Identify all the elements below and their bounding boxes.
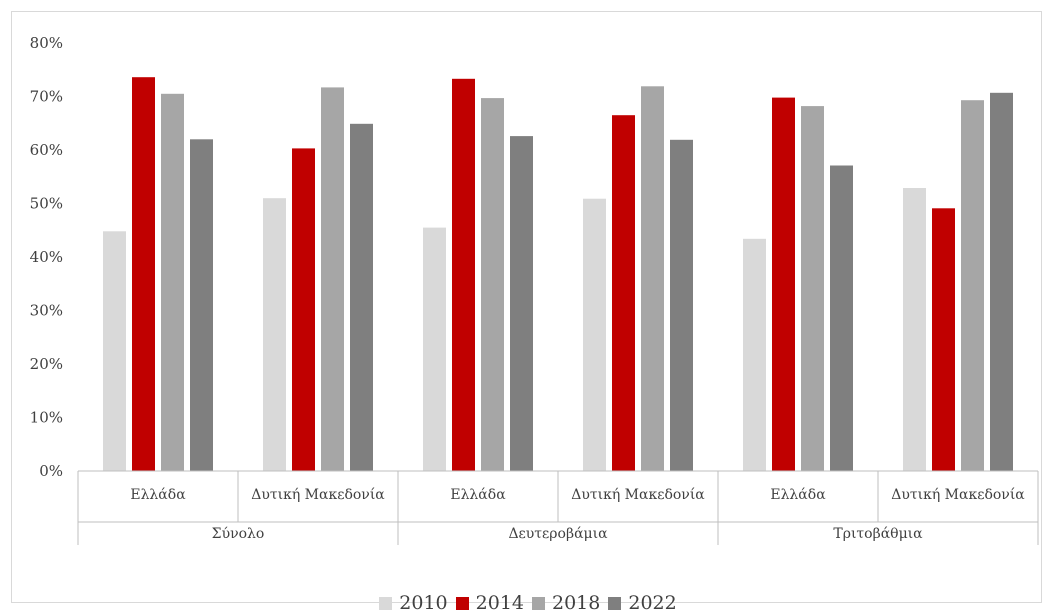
legend-item-2014: 2014	[455, 592, 524, 614]
legend-label: 2018	[552, 592, 601, 614]
bar-2014	[292, 148, 315, 471]
y-axis: 0% 10% 20% 30% 40% 50% 60% 70% 80%	[30, 34, 63, 480]
x-category-label: Ελλάδα	[450, 487, 506, 503]
x-category-label: Δυτική Μακεδονία	[571, 486, 705, 503]
bar-2022	[830, 165, 853, 471]
bar-2018	[161, 93, 184, 472]
bar-2022	[510, 136, 533, 471]
bar-2014	[452, 78, 475, 472]
bar-chart: 0% 10% 20% 30% 40% 50% 60% 70% 80% Ελλάδα Δυτική …	[30, 34, 1039, 545]
y-tick-label: 30%	[30, 302, 63, 320]
bar-2022	[190, 139, 213, 472]
y-tick-label: 20%	[30, 355, 63, 373]
legend: 2010 2014 2018 2022	[0, 591, 1056, 615]
bar-2018	[801, 106, 824, 471]
x-category-label: Ελλάδα	[770, 487, 826, 503]
bar-2018	[321, 87, 344, 472]
bar-2014	[612, 115, 635, 471]
bar-2014	[132, 77, 155, 471]
y-tick-label: 60%	[30, 141, 63, 159]
bar-2022	[350, 123, 373, 472]
y-tick-label: 0%	[39, 462, 63, 480]
bar-2010	[903, 188, 926, 471]
bar-2010	[583, 198, 606, 471]
bar-2022	[670, 139, 693, 472]
legend-item-2010: 2010	[379, 592, 448, 614]
bar-2014	[932, 208, 955, 472]
y-tick-label: 80%	[30, 34, 63, 52]
bar-2010	[743, 238, 766, 471]
legend-swatch	[455, 596, 469, 610]
bars	[103, 77, 1013, 472]
legend-swatch	[608, 596, 622, 610]
bar-2010	[103, 231, 126, 471]
y-tick-label: 10%	[30, 409, 63, 427]
bar-2018	[481, 98, 504, 471]
x-group-label: Τριτοβάθμια	[833, 526, 923, 542]
bar-2018	[961, 100, 984, 471]
x-group-label: Σύνολο	[212, 526, 265, 542]
x-axis: Ελλάδα Δυτική Μακεδονία Σύνολο Ελλάδα Δυτική…	[77, 470, 1039, 545]
y-tick-label: 50%	[30, 195, 63, 213]
bar-2010	[423, 227, 446, 471]
bar-2022	[990, 92, 1013, 472]
legend-label: 2014	[475, 592, 524, 614]
legend-swatch	[532, 596, 545, 610]
bar-2014	[772, 97, 795, 471]
x-category-label: Δυτική Μακεδονία	[251, 486, 385, 503]
x-category-label: Δυτική Μακεδονία	[891, 486, 1025, 503]
x-category-label: Ελλάδα	[130, 487, 186, 503]
x-group-label: Δευτεροβάμια	[508, 526, 608, 542]
y-tick-label: 70%	[30, 88, 63, 106]
legend-label: 2010	[399, 592, 448, 614]
legend-label: 2022	[628, 592, 677, 614]
legend-item-2018: 2018	[532, 592, 600, 614]
legend-swatch	[379, 596, 393, 610]
y-tick-label: 40%	[30, 248, 63, 266]
bar-2018	[641, 86, 664, 472]
legend-item-2022: 2022	[608, 592, 677, 614]
bar-2010	[263, 198, 286, 471]
